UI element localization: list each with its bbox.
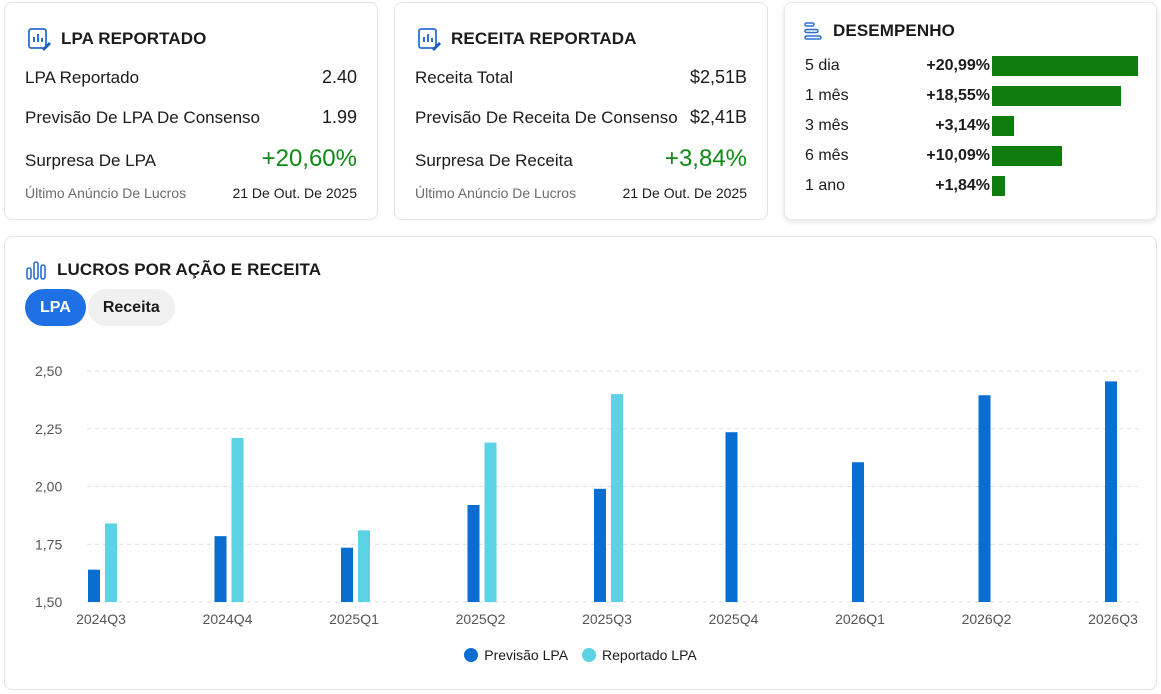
performance-card: DESEMPENHO 5 dia +20,99% 1 mês +18,55% 3 mês…	[784, 2, 1157, 220]
revenue-row-consensus: Previsão De Receita De Consenso $2,41B	[415, 107, 747, 128]
eps-row-value: 1.99	[321, 107, 357, 127]
performance-card-title: DESEMPENHO	[803, 21, 955, 41]
chart-legend: Previsão LPA Reportado LPA	[5, 647, 1156, 663]
bar-forecast[interactable]	[214, 536, 227, 602]
performance-row: 1 ano +1,84%	[805, 175, 1145, 197]
eps-footer-label: Último Anúncio De Lucros	[25, 185, 187, 201]
performance-period: 1 mês	[805, 87, 849, 104]
revenue-card-title-text: RECEITA REPORTADA	[451, 29, 637, 48]
eps-chart: 1,50 1,75 2,00 2,25 2,50 2024Q3 2024Q4 2025Q1 20…	[35, 363, 1138, 627]
revenue-row-value: $2,51B	[689, 67, 747, 87]
chart-card-title: LUCROS POR AÇÃO E RECEITA	[25, 259, 321, 281]
x-tick-label: 2024Q4	[203, 611, 253, 627]
legend-dot-forecast	[464, 648, 479, 662]
eps-surprise-value: +20,60%	[261, 145, 357, 172]
x-tick-label: 2025Q4	[709, 611, 759, 627]
performance-row: 1 mês +18,55%	[805, 85, 1145, 107]
performance-pct: +20,99%	[926, 57, 990, 74]
chart-pencil-icon	[28, 28, 51, 51]
bar-forecast[interactable]	[88, 569, 100, 602]
y-tick-label: 2,00	[35, 479, 62, 495]
revenue-last-earnings: Último Anúncio De Lucros 21 De Out. De 2…	[415, 185, 747, 201]
y-tick-label: 2,50	[35, 363, 62, 379]
x-tick-label: 2026Q2	[962, 611, 1012, 627]
eps-card: LPA REPORTADO LPA Reportado 2.40 Previsã…	[4, 2, 378, 220]
performance-row: 3 mês +3,14%	[805, 115, 1145, 137]
x-tick-label: 2026Q3	[1088, 611, 1138, 627]
bars-list-icon	[804, 22, 822, 40]
tab-lpa[interactable]: LPA	[25, 289, 86, 326]
eps-row-label: Previsão De LPA De Consenso	[25, 108, 260, 127]
legend-item-reported[interactable]: Reportado LPA	[582, 647, 697, 663]
bar-chart-icon	[26, 261, 46, 280]
bar-forecast[interactable]	[594, 488, 606, 602]
performance-pct: +3,14%	[935, 117, 990, 134]
bar-reported[interactable]	[611, 394, 623, 602]
performance-period: 6 mês	[805, 147, 849, 164]
bar-forecast[interactable]	[1105, 381, 1117, 602]
revenue-footer-value: 21 De Out. De 2025	[622, 185, 747, 201]
x-tick-label: 2026Q1	[835, 611, 885, 627]
performance-pct: +10,09%	[926, 147, 990, 164]
performance-bar	[992, 86, 1121, 106]
chart-card-title-text: LUCROS POR AÇÃO E RECEITA	[57, 260, 322, 279]
eps-row-surprise: Surpresa De LPA +20,60%	[25, 145, 357, 173]
performance-period: 3 mês	[805, 117, 849, 134]
performance-bar	[992, 56, 1138, 76]
performance-bar	[992, 176, 1005, 196]
revenue-card-title: RECEITA REPORTADA	[417, 27, 637, 51]
legend-item-forecast[interactable]: Previsão LPA	[464, 647, 568, 663]
x-tick-label: 2024Q3	[76, 611, 126, 627]
performance-period: 5 dia	[805, 57, 840, 74]
revenue-row-total: Receita Total $2,51B	[415, 67, 747, 88]
legend-label-forecast: Previsão LPA	[484, 647, 569, 663]
eps-footer-value: 21 De Out. De 2025	[232, 185, 357, 201]
bar-reported[interactable]	[231, 437, 244, 602]
performance-bar	[992, 146, 1062, 166]
revenue-row-label: Receita Total	[415, 68, 513, 87]
bar-forecast[interactable]	[852, 462, 864, 602]
bar-reported[interactable]	[105, 523, 117, 602]
bar-forecast[interactable]	[725, 432, 738, 602]
performance-row: 6 mês +10,09%	[805, 145, 1145, 167]
eps-card-title: LPA REPORTADO	[27, 27, 207, 51]
chart-tabs: LPA Receita	[25, 289, 175, 326]
performance-card-title-text: DESEMPENHO	[833, 21, 955, 40]
eps-row-label: Surpresa De LPA	[25, 151, 157, 170]
bar-forecast[interactable]	[978, 395, 991, 602]
eps-row-reported: LPA Reportado 2.40	[25, 67, 357, 88]
revenue-row-value: $2,41B	[689, 107, 747, 127]
performance-period: 1 ano	[805, 177, 846, 194]
revenue-row-label: Surpresa De Receita	[415, 151, 573, 170]
y-tick-label: 2,25	[35, 421, 62, 437]
tab-receita[interactable]: Receita	[87, 289, 175, 326]
eps-row-value: 2.40	[321, 67, 357, 87]
bar-forecast[interactable]	[341, 547, 353, 602]
revenue-surprise-value: +3,84%	[664, 145, 747, 172]
bar-forecast[interactable]	[467, 504, 480, 602]
performance-pct: +18,55%	[926, 87, 990, 104]
chart-card: LUCROS POR AÇÃO E RECEITA LPA Receita 1,…	[4, 236, 1157, 690]
x-tick-label: 2025Q2	[456, 611, 506, 627]
bar-reported[interactable]	[358, 530, 370, 602]
legend-dot-reported	[582, 648, 597, 662]
eps-last-earnings: Último Anúncio De Lucros 21 De Out. De 2…	[25, 185, 357, 201]
x-tick-label: 2025Q3	[582, 611, 632, 627]
y-tick-label: 1,50	[35, 594, 62, 610]
eps-row-consensus: Previsão De LPA De Consenso 1.99	[25, 107, 357, 128]
eps-row-label: LPA Reportado	[25, 68, 140, 87]
performance-pct: +1,84%	[935, 177, 990, 194]
y-tick-label: 1,75	[35, 536, 62, 552]
revenue-card: RECEITA REPORTADA Receita Total $2,51B P…	[394, 2, 768, 220]
revenue-row-surprise: Surpresa De Receita +3,84%	[415, 145, 747, 173]
x-tick-label: 2025Q1	[329, 611, 379, 627]
revenue-footer-label: Último Anúncio De Lucros	[415, 185, 577, 201]
performance-row: 5 dia +20,99%	[805, 55, 1145, 77]
chart-pencil-icon	[418, 28, 441, 51]
legend-label-reported: Reportado LPA	[602, 647, 697, 663]
performance-bar	[992, 116, 1014, 136]
eps-card-title-text: LPA REPORTADO	[61, 29, 207, 48]
bar-reported[interactable]	[484, 442, 497, 602]
revenue-row-label: Previsão De Receita De Consenso	[415, 108, 678, 127]
